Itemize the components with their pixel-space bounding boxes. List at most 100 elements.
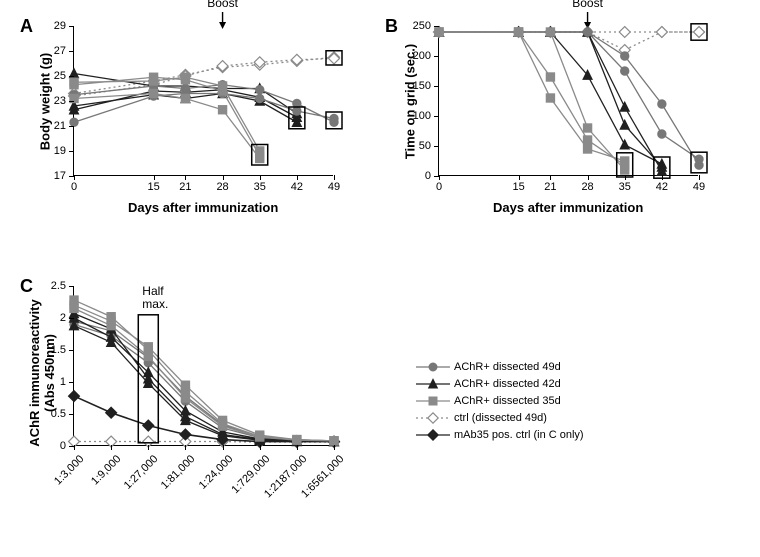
ytick-label: 2 (60, 312, 66, 324)
ytick (69, 101, 74, 102)
ytick-label: 250 (413, 20, 431, 32)
panel-b-ylabel: Time on grid (sec.) (403, 22, 418, 182)
xtick-label: 28 (581, 181, 593, 193)
legend-swatch (416, 411, 450, 425)
ytick (69, 151, 74, 152)
legend-text: ctrl (dissected 49d) (450, 412, 547, 424)
panel-c-plot: 00.511.522.51:3,0001:9,0001:27,0001:81,0… (73, 286, 333, 446)
legend-row: ctrl (dissected 49d) (416, 409, 584, 426)
ytick-label: 100 (413, 110, 431, 122)
ytick-label: 1.5 (51, 344, 66, 356)
ytick (69, 286, 74, 287)
xtick (223, 175, 224, 180)
xtick (260, 175, 261, 180)
legend-swatch (416, 360, 450, 374)
ytick (69, 382, 74, 383)
panel-c-svg (74, 286, 334, 446)
ytick-label: 0 (425, 170, 431, 182)
legend-row: mAb35 pos. ctrl (in C only) (416, 426, 584, 443)
xtick-label: 0 (71, 181, 77, 193)
ytick-label: 2.5 (51, 280, 66, 292)
xtick (297, 445, 298, 450)
xtick-label: 35 (619, 181, 631, 193)
ytick (434, 26, 439, 27)
legend-text: AChR+ dissected 35d (450, 395, 561, 407)
panel-b-label: B (385, 16, 398, 37)
legend-row: AChR+ dissected 42d (416, 375, 584, 392)
ytick (69, 414, 74, 415)
panel-a-xlabel: Days after immunization (128, 200, 278, 215)
ytick-label: 200 (413, 50, 431, 62)
ytick-label: 19 (54, 145, 66, 157)
xtick-label: 21 (179, 181, 191, 193)
xtick (588, 175, 589, 180)
xtick (550, 175, 551, 180)
ytick-label: 150 (413, 80, 431, 92)
halfmax-label: Halfmax. (142, 285, 168, 311)
ytick (434, 116, 439, 117)
xtick-label: 35 (254, 181, 266, 193)
ytick (69, 26, 74, 27)
panel-b-svg (439, 26, 699, 176)
ytick-label: 21 (54, 120, 66, 132)
xtick (334, 445, 335, 450)
ytick (69, 76, 74, 77)
panel-b-plot: 0501001502002500152128354249Boost (438, 26, 698, 176)
xtick (185, 445, 186, 450)
ytick (434, 56, 439, 57)
panel-a-label: A (20, 16, 33, 37)
ytick-label: 0.5 (51, 408, 66, 420)
xtick (334, 175, 335, 180)
xtick (625, 175, 626, 180)
xtick-label: 42 (656, 181, 668, 193)
ytick-label: 23 (54, 95, 66, 107)
ytick-label: 27 (54, 45, 66, 57)
xtick-label: 15 (512, 181, 524, 193)
xtick-label: 15 (147, 181, 159, 193)
xtick (111, 445, 112, 450)
legend-row: AChR+ dissected 49d (416, 358, 584, 375)
xtick (148, 445, 149, 450)
xtick-label: 0 (436, 181, 442, 193)
xtick (185, 175, 186, 180)
panel-b-xlabel: Days after immunization (493, 200, 643, 215)
legend-swatch (416, 377, 450, 391)
xtick (74, 175, 75, 180)
xtick (74, 445, 75, 450)
xtick-label: 28 (216, 181, 228, 193)
legend-swatch (416, 428, 450, 442)
xtick-label: 49 (693, 181, 705, 193)
xtick (154, 175, 155, 180)
legend-text: AChR+ dissected 42d (450, 378, 561, 390)
boost-label: Boost (207, 0, 238, 10)
ytick (69, 318, 74, 319)
panel-a-plot: 171921232527290152128354249Boost (73, 26, 333, 176)
xtick-label: 42 (291, 181, 303, 193)
xtick (297, 175, 298, 180)
ytick (434, 146, 439, 147)
legend-text: mAb35 pos. ctrl (in C only) (450, 429, 584, 441)
ytick-label: 29 (54, 20, 66, 32)
legend: AChR+ dissected 49d AChR+ dissected 42d AC… (416, 358, 584, 443)
ytick-label: 0 (60, 440, 66, 452)
xtick-label: 49 (328, 181, 340, 193)
legend-row: AChR+ dissected 35d (416, 392, 584, 409)
xtick (699, 175, 700, 180)
legend-swatch (416, 394, 450, 408)
figure: A Body weight (g) 1719212325272901521283… (8, 8, 752, 549)
boost-label: Boost (572, 0, 603, 10)
xtick (519, 175, 520, 180)
ytick (69, 51, 74, 52)
panel-a-ylabel: Body weight (g) (38, 27, 53, 177)
ytick-label: 50 (419, 140, 431, 152)
ytick-label: 1 (60, 376, 66, 388)
xtick (662, 175, 663, 180)
panel-a-svg (74, 26, 334, 176)
ytick-label: 25 (54, 70, 66, 82)
ytick (69, 350, 74, 351)
ytick-label: 17 (54, 170, 66, 182)
xtick (223, 445, 224, 450)
ytick (69, 126, 74, 127)
ytick (434, 86, 439, 87)
panel-c-ylabel: AChR immunoreactivity(Abs 450nm) (27, 283, 57, 463)
